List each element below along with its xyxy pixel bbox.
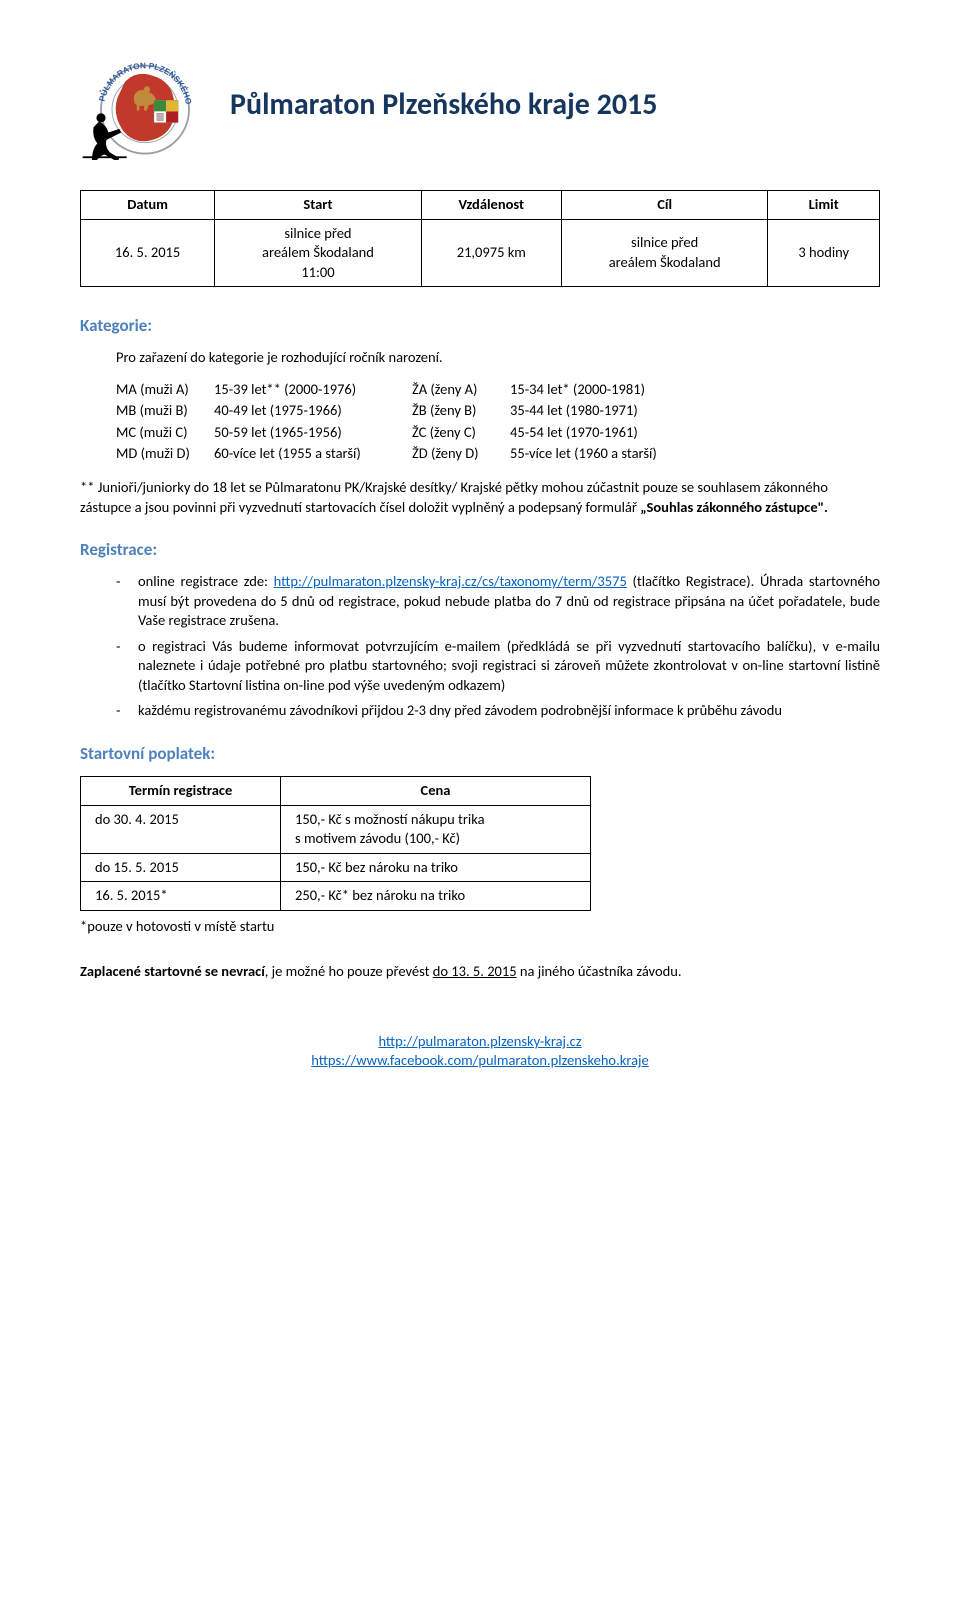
section-heading-categories: Kategorie: <box>80 315 880 338</box>
refund-bold: Zaplacené startovné se nevrací <box>80 962 265 980</box>
cell: do 15. 5. 2015 <box>81 853 281 882</box>
disclaimer-bold: „Souhlas zákonného zástupce". <box>640 498 828 516</box>
cell-datum: 16. 5. 2015 <box>81 219 215 287</box>
cell-start: silnice před areálem Škodaland 11:00 <box>215 219 422 287</box>
footer-link[interactable]: https://www.facebook.com/pulmaraton.plze… <box>80 1051 880 1071</box>
cell-distance: 21,0975 km <box>421 219 561 287</box>
section-heading-registration: Registrace: <box>80 539 880 562</box>
cell: 150,- Kč bez nároku na triko <box>281 853 591 882</box>
list-item: online registrace zde: http://pulmaraton… <box>116 572 880 631</box>
refund-note: Zaplacené startovné se nevrací, je možné… <box>80 962 880 982</box>
col-header: Cíl <box>561 191 768 220</box>
header: PŮLMARATON PLZEŇSKÉHO KRAJE Půlm <box>80 50 880 160</box>
col-header: Cena <box>281 776 591 805</box>
cat-cell: MA (muži A) <box>116 380 206 400</box>
col-header: Start <box>215 191 422 220</box>
cat-cell: ŽA (ženy A) <box>412 380 502 400</box>
cat-cell: 15-34 let* (2000-1981) <box>510 380 880 400</box>
page-title: Půlmaraton Plzeňského kraje 2015 <box>230 85 657 126</box>
list-item: o registraci Vás budeme informovat potvr… <box>116 637 880 696</box>
cell-limit: 3 hodiny <box>768 219 880 287</box>
cat-cell: 60-více let (1955 a starší) <box>214 444 404 464</box>
cat-cell: ŽD (ženy D) <box>412 444 502 464</box>
cat-cell: 40-49 let (1975-1966) <box>214 401 404 421</box>
cat-cell: 55-více let (1960 a starší) <box>510 444 880 464</box>
col-header: Vzdálenost <box>421 191 561 220</box>
table-row: do 15. 5. 2015 150,- Kč bez nároku na tr… <box>81 853 591 882</box>
refund-text: na jiného účastníka závodu. <box>517 962 682 980</box>
footer-links: http://pulmaraton.plzensky-kraj.cz https… <box>80 1032 880 1071</box>
event-logo: PŮLMARATON PLZEŇSKÉHO KRAJE <box>80 50 210 160</box>
registration-list: online registrace zde: http://pulmaraton… <box>116 572 880 721</box>
reg-text: online registrace zde: <box>138 572 274 590</box>
registration-link[interactable]: http://pulmaraton.plzensky-kraj.cz/cs/ta… <box>274 572 627 590</box>
categories-grid: MA (muži A) 15-39 let** (2000-1976) ŽA (… <box>116 380 880 464</box>
table-row: 16. 5. 2015 silnice před areálem Škodala… <box>81 219 880 287</box>
list-item: každému registrovanému závodníkovi přijd… <box>116 701 880 721</box>
junior-disclaimer: ** Junioři/juniorky do 18 let se Půlmara… <box>80 478 880 517</box>
cat-cell: 15-39 let** (2000-1976) <box>214 380 404 400</box>
fee-footnote: *pouze v hotovosti v místě startu <box>80 917 880 937</box>
col-header: Limit <box>768 191 880 220</box>
fee-table: Termín registrace Cena do 30. 4. 2015 15… <box>80 776 591 911</box>
table-header-row: Datum Start Vzdálenost Cíl Limit <box>81 191 880 220</box>
refund-deadline: do 13. 5. 2015 <box>433 962 517 980</box>
cell: 250,- Kč* bez nároku na triko <box>281 882 591 911</box>
cat-cell: ŽC (ženy C) <box>412 423 502 443</box>
categories-intro: Pro zařazení do kategorie je rozhodující… <box>116 348 880 368</box>
cat-cell: 50-59 let (1965-1956) <box>214 423 404 443</box>
refund-text: , je možné ho pouze převést <box>265 962 433 980</box>
cell: do 30. 4. 2015 <box>81 805 281 853</box>
cat-cell: 45-54 let (1970-1961) <box>510 423 880 443</box>
race-info-table: Datum Start Vzdálenost Cíl Limit 16. 5. … <box>80 190 880 287</box>
cat-cell: MC (muži C) <box>116 423 206 443</box>
table-header-row: Termín registrace Cena <box>81 776 591 805</box>
cat-cell: ŽB (ženy B) <box>412 401 502 421</box>
cell-cil: silnice před areálem Škodaland <box>561 219 768 287</box>
cat-cell: MD (muži D) <box>116 444 206 464</box>
cell: 150,- Kč s možností nákupu trika s motiv… <box>281 805 591 853</box>
cat-cell: MB (muži B) <box>116 401 206 421</box>
table-row: do 30. 4. 2015 150,- Kč s možností nákup… <box>81 805 591 853</box>
footer-link[interactable]: http://pulmaraton.plzensky-kraj.cz <box>80 1032 880 1052</box>
col-header: Termín registrace <box>81 776 281 805</box>
cat-cell: 35-44 let (1980-1971) <box>510 401 880 421</box>
cell: 16. 5. 2015* <box>81 882 281 911</box>
section-heading-fee: Startovní poplatek: <box>80 743 880 766</box>
table-row: 16. 5. 2015* 250,- Kč* bez nároku na tri… <box>81 882 591 911</box>
col-header: Datum <box>81 191 215 220</box>
